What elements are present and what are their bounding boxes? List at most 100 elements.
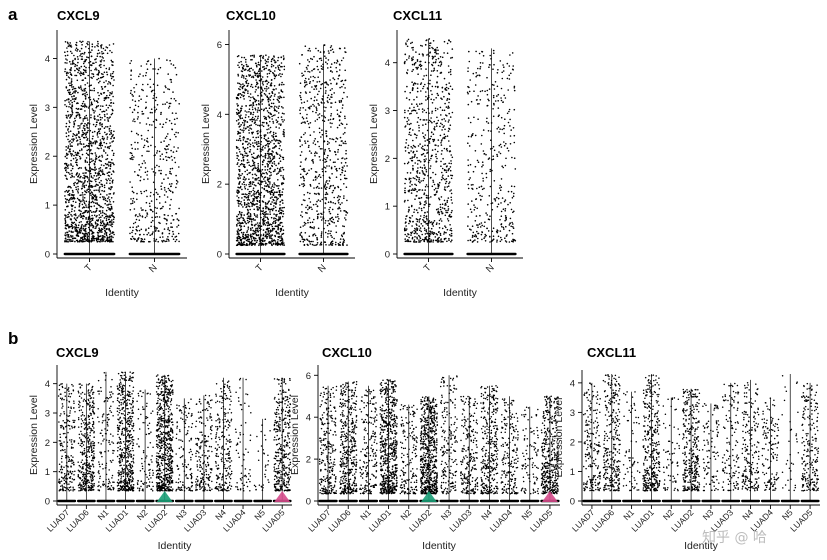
data-point [165,155,167,158]
data-point [257,168,259,170]
data-point [328,142,330,144]
data-point [256,177,258,180]
data-point [102,105,104,107]
data-point [92,177,94,179]
data-point [242,157,244,159]
data-point [111,91,113,93]
data-point [305,157,307,160]
data-point [247,215,250,217]
data-point [85,114,88,117]
data-point [278,157,281,160]
data-point [415,103,418,105]
data-point [273,95,276,97]
data-point [405,42,407,44]
data-point [331,173,333,175]
data-point [277,194,280,196]
data-point [65,114,67,117]
data-point [146,170,149,173]
data-point [252,177,254,179]
data-point [433,99,435,101]
data-point [103,150,105,152]
data-point [94,160,96,163]
data-point [88,233,91,235]
data-point [243,231,245,234]
data-point [272,122,275,124]
data-point [316,152,318,154]
data-point [275,196,278,199]
data-point [307,64,309,67]
data-point [236,233,239,235]
data-point [421,111,424,113]
data-point [247,236,249,239]
data-point [243,201,246,204]
data-point [343,231,346,234]
data-point [244,78,247,80]
data-point [94,202,97,204]
data-point [279,168,281,171]
data-point [320,136,322,138]
data-point [160,169,162,172]
data-point [110,113,113,116]
data-point [95,189,97,191]
data-point [91,238,93,240]
data-point [66,165,69,167]
data-point [68,77,71,79]
data-point [303,121,306,123]
data-point [108,228,111,231]
data-point [271,225,274,228]
data-point [112,71,115,73]
data-point [71,167,74,170]
data-point [151,111,153,114]
data-point [141,113,144,115]
data-point [417,73,419,75]
data-point [257,234,260,237]
data-point [243,204,246,206]
data-point [98,189,101,191]
data-point [99,219,102,221]
data-point [137,105,140,108]
data-point [277,162,280,165]
data-point [278,242,280,245]
data-point [283,206,286,209]
data-point [100,164,103,166]
data-point [283,244,286,246]
data-point [304,239,306,241]
data-point [77,154,79,156]
data-point [247,217,250,220]
data-point [244,179,246,181]
data-point [341,86,343,88]
data-point [320,219,323,221]
data-point [243,77,245,79]
data-point [413,239,416,241]
data-point [443,133,446,136]
data-point [152,210,154,213]
data-point [149,86,152,88]
data-point [345,177,348,180]
data-point [100,92,102,95]
data-point [265,207,267,210]
data-point [147,83,149,86]
data-point [335,66,338,69]
data-point [343,225,346,228]
data-point [97,74,100,76]
data-point [272,88,275,91]
data-point [239,212,241,214]
data-point [439,206,442,208]
data-point [95,239,98,242]
data-point [82,172,84,174]
data-point [331,216,334,219]
data-point [65,234,67,237]
data-point [154,240,157,242]
data-point [436,222,438,224]
data-point [344,127,346,129]
data-point [430,196,432,198]
data-point [304,199,306,202]
data-point [415,51,417,53]
violin-t: T [235,54,286,274]
data-point [81,200,83,202]
data-point [130,78,132,81]
data-point [339,69,341,71]
data-point [237,64,239,66]
data-point [258,243,261,245]
data-point [99,206,102,208]
